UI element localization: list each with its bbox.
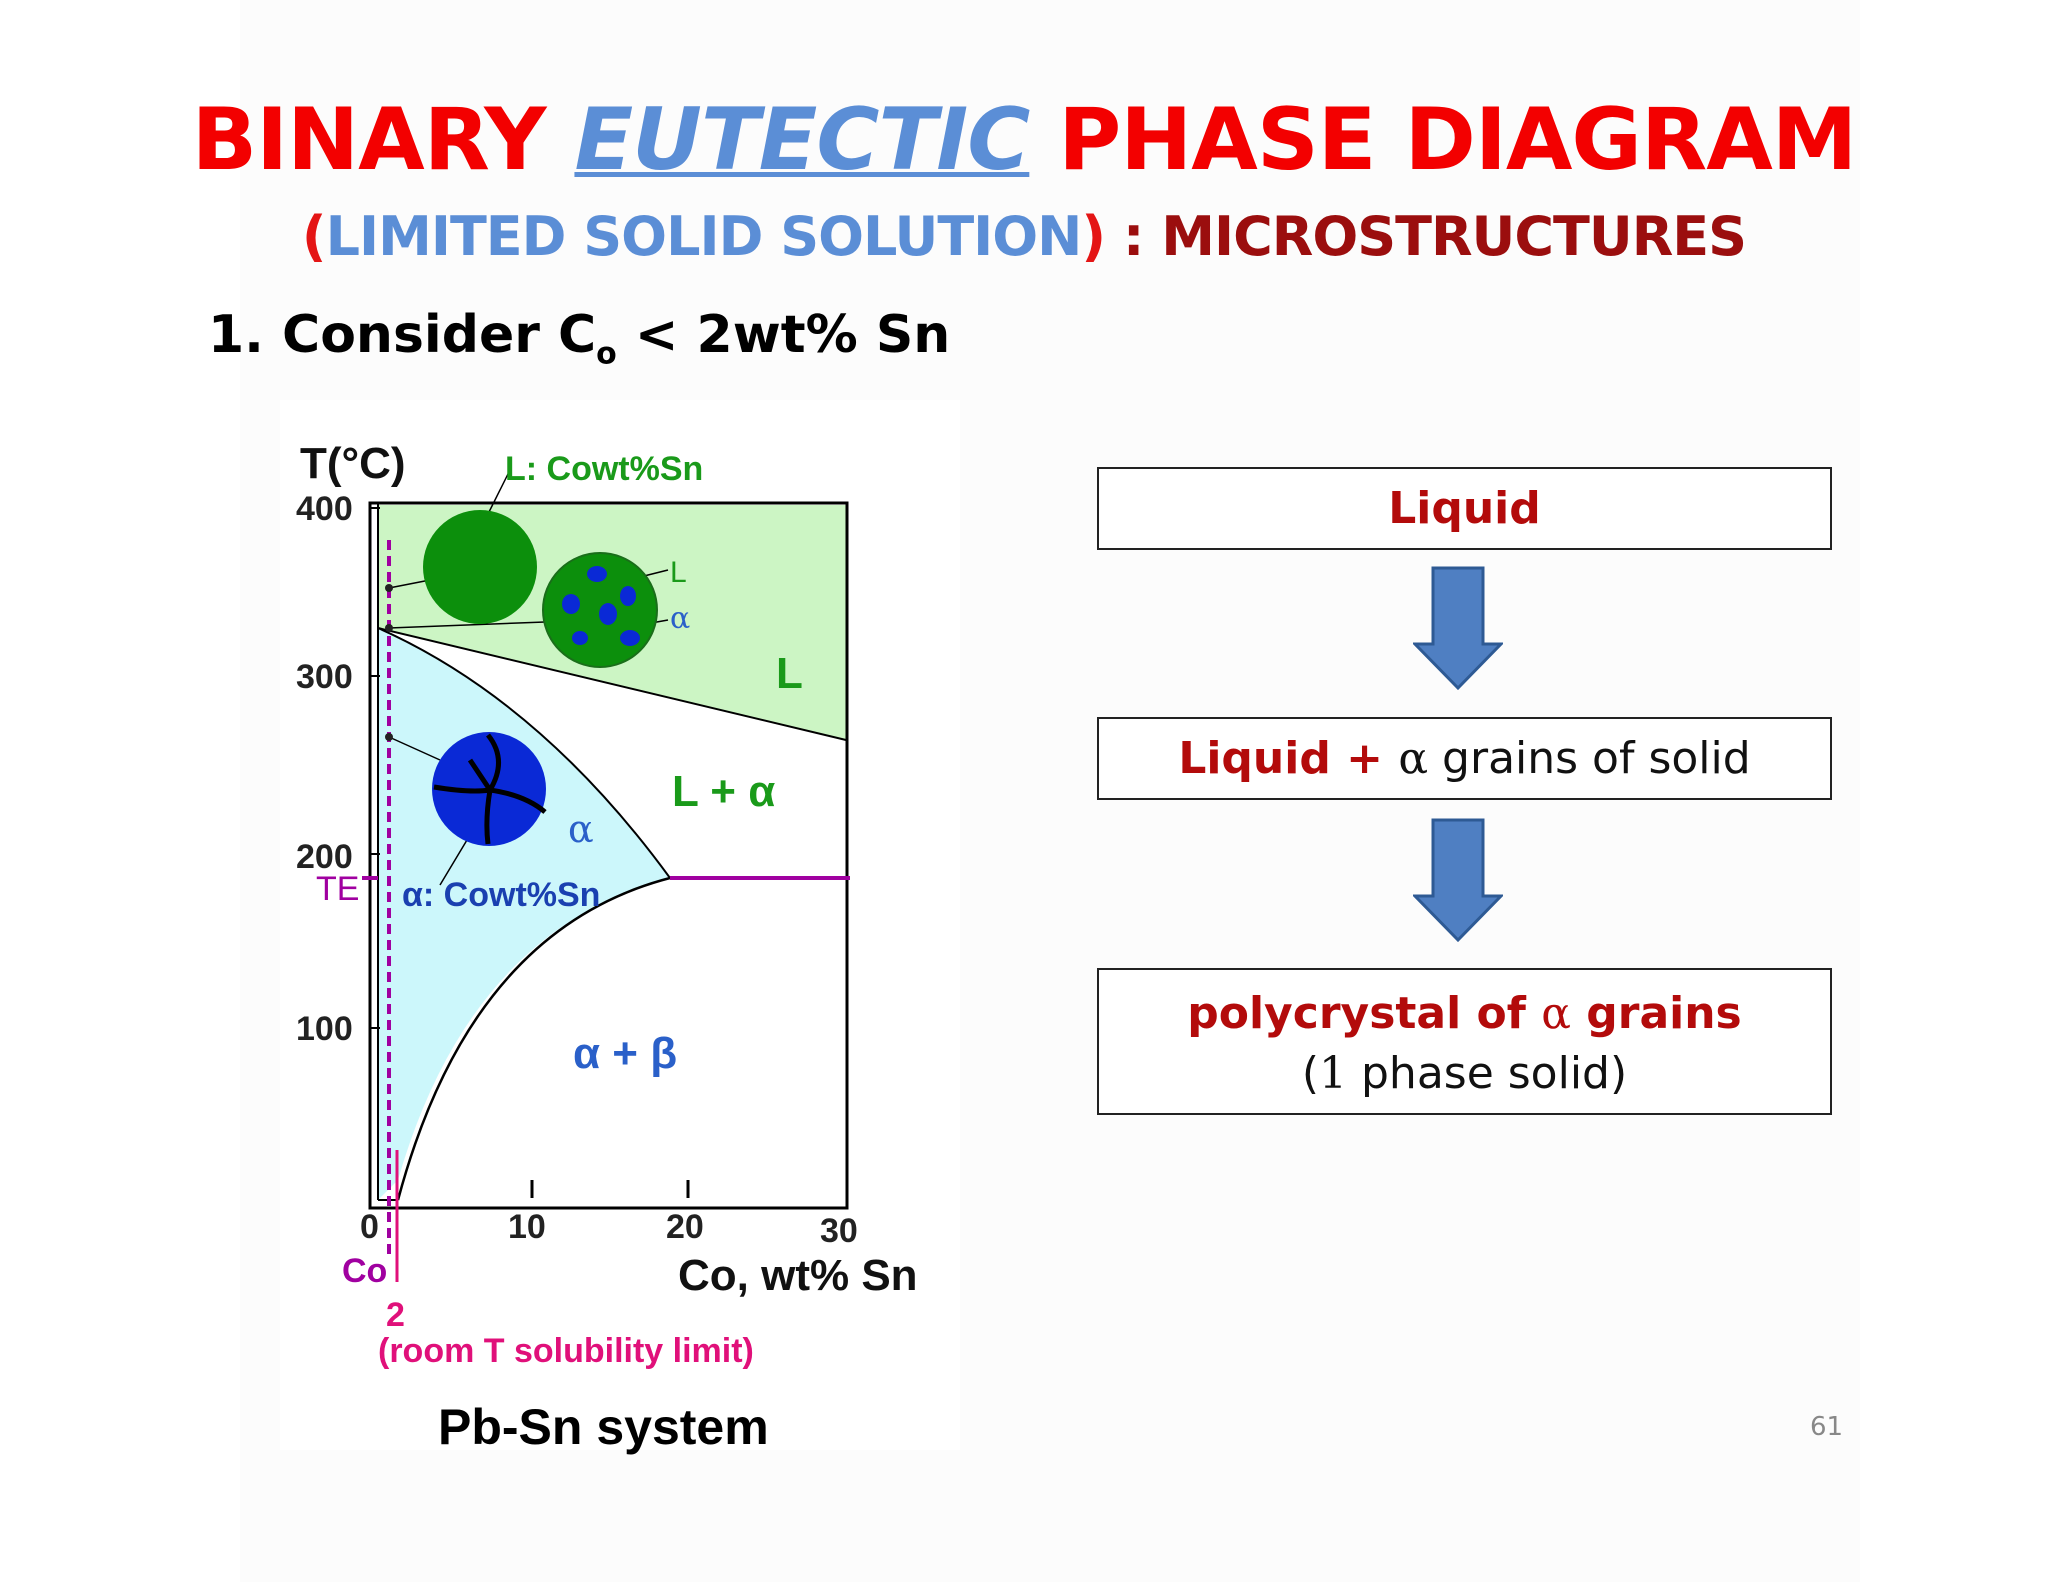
leader-line-alpha-label (439, 834, 471, 886)
te-label: TE (316, 870, 359, 908)
x-tick-label-0: 0 (360, 1208, 379, 1246)
region-L-alpha-label: L + α (672, 767, 775, 816)
leader-line-liquid (388, 579, 431, 589)
polycrystal-box-line2: (1 phase solid) (1099, 1044, 1830, 1104)
legend-L-label: L (670, 556, 687, 589)
grain-boundaries (433, 733, 547, 845)
down-arrow-shape (1413, 818, 1503, 943)
region-alpha-beta-label: α + β (573, 1029, 677, 1078)
alpha-label: α: Cowt%Sn (402, 876, 600, 914)
y-tick-label-400: 400 (296, 490, 353, 528)
polycrystal-box: polycrystal of α grains (1 phase solid) (1097, 968, 1832, 1115)
y-tick-label-300: 300 (296, 658, 353, 696)
point-solid (385, 733, 393, 741)
alpha-nucleus (587, 566, 607, 582)
region-alpha-label: α (568, 807, 594, 851)
down-arrow-1 (1413, 566, 1503, 691)
co-label: Co (342, 1252, 387, 1290)
point-two-phase (385, 624, 393, 632)
legend-alpha-label: α (670, 601, 690, 636)
liquid-microstructure-disc (423, 510, 537, 624)
solidus-line (377, 627, 671, 879)
slide-subtitle: (LIMITED SOLID SOLUTION) : MICROSTRUCTUR… (0, 205, 2048, 268)
down-arrow-2 (1413, 818, 1503, 943)
down-arrow-shape (1413, 566, 1503, 691)
liquidus-line (377, 627, 847, 741)
solvus-line (396, 876, 671, 1201)
co-value-label: 2 (386, 1296, 405, 1334)
liquid-box-label: Liquid (1388, 483, 1541, 534)
polycrystal-box-number: 1 (1319, 1048, 1348, 1099)
y-axis-label: T(°C) (300, 439, 406, 488)
y-tick-label-100: 100 (296, 1010, 353, 1048)
plot-frame (368, 501, 849, 1210)
figure-caption: Pb-Sn system (438, 1399, 769, 1455)
polycrystal-box-open-paren: ( (1301, 1048, 1320, 1099)
two-phase-microstructure (542, 552, 658, 668)
solubility-note: (room T solubility limit) (378, 1332, 754, 1370)
region-L-label: L (776, 649, 803, 698)
alpha-nucleus (620, 630, 640, 646)
point-text-before: Consider C (282, 305, 597, 365)
two-phase-box-rest: grains of solid (1428, 733, 1751, 784)
alpha-nucleus (572, 631, 588, 645)
liquid-box: Liquid (1097, 467, 1832, 550)
x-tick-label-20: 20 (666, 1208, 704, 1246)
title-part-phase-diagram: PHASE DIAGRAM (1058, 90, 1857, 190)
leader-line-two-phase (388, 621, 546, 629)
polycrystal-box-phase-text: phase solid) (1347, 1048, 1628, 1099)
point-text-after: < 2wt% Sn (634, 305, 951, 365)
subtitle-limited-solid-solution: LIMITED SOLID SOLUTION (325, 205, 1083, 268)
point-subscript: o (596, 336, 617, 372)
alpha-nucleus (562, 594, 580, 614)
x-axis-label: Co, wt% Sn (678, 1251, 918, 1300)
y-tick-label-200: 200 (296, 838, 353, 876)
subtitle-colon: : (1122, 205, 1145, 268)
point-liquid (385, 584, 393, 592)
subtitle-microstructures: MICROSTRUCTURES (1161, 205, 1747, 268)
polycrystal-box-line1: polycrystal of α grains (1099, 984, 1830, 1044)
polycrystal-box-red-text: polycrystal of (1187, 988, 1542, 1039)
two-phase-box: Liquid + α grains of solid (1097, 717, 1832, 800)
subtitle-open-paren: ( (301, 205, 327, 268)
alpha-solid-region (378, 628, 670, 1200)
x-tick-label-30: 30 (820, 1212, 858, 1250)
subtitle-close-paren: ) (1081, 205, 1106, 268)
polycrystal-box-grains: grains (1570, 988, 1742, 1039)
page-number: 61 (1810, 1412, 1844, 1442)
two-phase-box-alpha: α (1398, 733, 1429, 784)
alpha-nucleus (599, 603, 617, 625)
title-part-binary: BINARY (191, 90, 547, 190)
alpha-nucleus (620, 586, 636, 606)
point-number: 1. (208, 305, 264, 365)
polycrystal-microstructure (432, 732, 547, 846)
top-label: L: Cowt%Sn (505, 450, 703, 488)
title-part-eutectic: EUTECTIC (574, 90, 1030, 190)
slide-title: BINARY EUTECTIC PHASE DIAGRAM (0, 90, 2048, 190)
point-heading: 1. Consider Co < 2wt% Sn (208, 305, 950, 371)
two-phase-box-red-text: Liquid + (1178, 733, 1399, 784)
polycrystal-box-alpha: α (1541, 988, 1571, 1039)
leader-line-solid (388, 736, 441, 761)
x-tick-label-10: 10 (508, 1208, 546, 1246)
